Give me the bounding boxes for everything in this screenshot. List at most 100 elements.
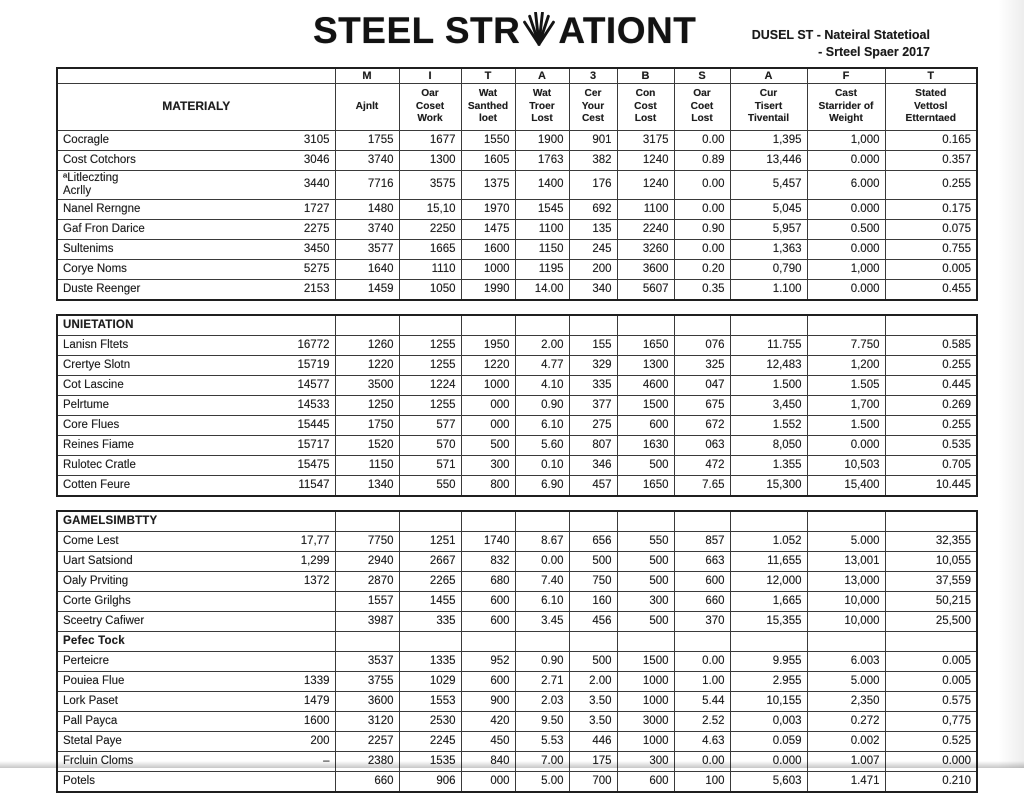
section-label: UNIETATION <box>56 314 336 336</box>
table-cell: 7.65 <box>673 474 731 497</box>
empty-cell <box>334 630 400 652</box>
material-cell: Uart Satsiond 1,299 <box>56 550 336 572</box>
title-suffix: ATIONT <box>558 10 697 51</box>
table-cell: 0.00 <box>673 130 731 151</box>
table-cell: – <box>323 754 330 767</box>
table-cell: 663 <box>673 550 731 572</box>
material-name: Cocragle <box>63 134 110 147</box>
material-cell-content: Crertye Slotn 15719 <box>63 359 330 372</box>
table-cell: 7.750 <box>806 334 886 356</box>
table-cell: 175 <box>568 750 618 772</box>
column-header: Ajnlt <box>334 83 400 131</box>
table-cell: 1220 <box>460 354 516 376</box>
empty-cell <box>568 630 618 652</box>
table-row: Uart Satsiond 1,299 2940 2667 832 0.00 500 500 6… <box>56 550 978 572</box>
table-cell: 0.585 <box>884 334 978 356</box>
table-cell: 420 <box>460 710 516 732</box>
table-cell: 6.10 <box>514 590 570 612</box>
empty-cell <box>398 630 462 652</box>
table-cell: 857 <box>673 530 731 552</box>
table-cell: 1375 <box>460 170 516 200</box>
table-cell: 1520 <box>334 434 400 456</box>
table-cell: 1250 <box>334 394 400 416</box>
table-cell: 8,050 <box>729 434 808 456</box>
table-cell: 840 <box>460 750 516 772</box>
section-label: GAMELSIMBTTY <box>56 510 336 532</box>
column-header: Wat Santhed loet <box>460 83 516 131</box>
table-row: Rulotec Cratle 15475 1150 571 300 0.10 346 500 4… <box>56 454 978 476</box>
table-cell: 1000 <box>460 374 516 396</box>
table-cell: 0.075 <box>884 218 978 240</box>
table-row: Stetal Paye 200 2257 2245 450 5.53 446 1000 4.63… <box>56 730 978 752</box>
table-cell: 1727 <box>303 202 330 215</box>
material-cell-content: Perteicre <box>63 655 330 668</box>
table-cell: 3575 <box>398 170 462 200</box>
table-cell: 1,000 <box>806 258 886 280</box>
table-cell: 600 <box>460 670 516 692</box>
table-cell: 135 <box>568 218 618 240</box>
table-cell: 300 <box>616 590 675 612</box>
table-cell: 340 <box>568 278 618 301</box>
empty-cell <box>729 510 808 532</box>
material-name: Reines Fiame <box>63 438 134 451</box>
table-cell: 12,483 <box>729 354 808 376</box>
table-row: Reines Fiame 15717 1520 570 500 5.60 807 1630 06… <box>56 434 978 456</box>
table-cell: 832 <box>460 550 516 572</box>
table-cell: 906 <box>398 770 462 793</box>
table-cell: 160 <box>568 590 618 612</box>
table-row: Lanisn Fltets 16772 1260 1255 1950 2.00 155 165… <box>56 334 978 356</box>
column-header: Cer Your Cest <box>568 83 618 131</box>
material-cell-content: Cost Cotchors 3046 <box>63 154 330 167</box>
table-cell: 1240 <box>616 150 675 171</box>
table-row: Gaf Fron Darice 2275 3740 2250 1475 1100 135 22… <box>56 218 978 240</box>
table-cell: 5.000 <box>806 530 886 552</box>
table-cell: 15,400 <box>806 474 886 497</box>
table-cell: 3000 <box>616 710 675 732</box>
table-cell: 10,155 <box>729 690 808 712</box>
table-cell: 1.052 <box>729 530 808 552</box>
table-cell: 5275 <box>303 262 330 275</box>
table-cell: 5,603 <box>729 770 808 793</box>
column-letter: B <box>616 67 675 84</box>
material-cell: Sultenims 3450 <box>56 238 336 260</box>
table-cell: 0.525 <box>884 730 978 752</box>
table-cell: 4.10 <box>514 374 570 396</box>
column-letter: T <box>884 67 978 84</box>
table-cell: 6.000 <box>806 170 886 200</box>
table-cell: 3987 <box>334 610 400 632</box>
table-cell: 672 <box>673 414 731 436</box>
table-cell: 1150 <box>334 454 400 476</box>
material-cell-content: Uart Satsiond 1,299 <box>63 555 330 568</box>
table-cell: 176 <box>568 170 618 200</box>
table-cell: 325 <box>673 354 731 376</box>
table-cell: 2,350 <box>806 690 886 712</box>
table-cell: 5607 <box>616 278 675 301</box>
material-cell-content: Cotten Feure 11547 <box>63 479 330 492</box>
table-cell: 0.272 <box>806 710 886 732</box>
material-cell-content: Pouiea Flue 1339 <box>63 675 330 688</box>
column-header: MATERIALY <box>56 83 336 131</box>
table-cell: 7750 <box>334 530 400 552</box>
table-cell: 13,446 <box>729 150 808 171</box>
table-cell: 8.67 <box>514 530 570 552</box>
table-cell: 1650 <box>616 334 675 356</box>
table-cell: 0.90 <box>673 218 731 240</box>
table-cell: 10,055 <box>884 550 978 572</box>
table-cell: 3,450 <box>729 394 808 416</box>
table-cell: 472 <box>673 454 731 476</box>
table-cell: 1553 <box>398 690 462 712</box>
empty-cell <box>334 510 400 532</box>
table-cell: 0.000 <box>806 198 886 220</box>
table-cell: 901 <box>568 130 618 151</box>
table-row: Perteicre 3537 1335 952 0.90 500 1500 0.00 9.955… <box>56 650 978 672</box>
material-cell-content: Pall Payca 1600 <box>63 715 330 728</box>
table-cell: 1255 <box>398 394 462 416</box>
table-cell: 952 <box>460 650 516 672</box>
table-cell: 0.000 <box>729 750 808 772</box>
table-cell: 15,355 <box>729 610 808 632</box>
material-cell: Duste Reenger 2153 <box>56 278 336 301</box>
table-cell: 0.10 <box>514 454 570 476</box>
empty-cell <box>568 314 618 336</box>
table-cell: 10,000 <box>806 610 886 632</box>
